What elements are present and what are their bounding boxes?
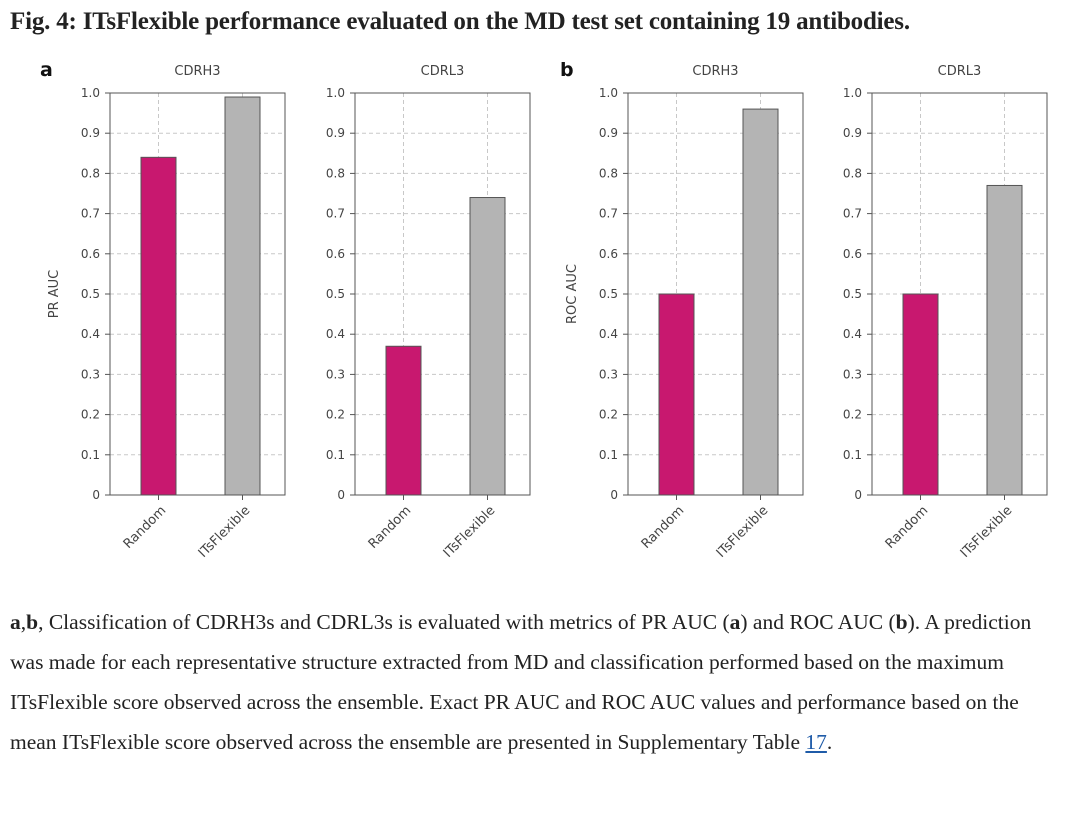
y-tick-label: 0.5 — [81, 287, 100, 301]
bar-itsflexible — [224, 96, 261, 496]
x-tick-label: Random — [639, 503, 688, 552]
bar-random — [385, 345, 422, 496]
y-tick-label: 0 — [92, 488, 100, 502]
y-tick-label: 1.0 — [843, 86, 862, 100]
y-tick-label: 0.1 — [843, 448, 862, 462]
y-tick-label: 0.7 — [599, 207, 618, 221]
y-tick-label: 0.6 — [326, 247, 345, 261]
y-tick-label: 0 — [854, 488, 862, 502]
plot-frame — [109, 92, 286, 496]
caption-text: ). A prediction was made for each repres… — [10, 610, 1032, 754]
panel-label-b: b — [560, 59, 574, 81]
y-tick-label: 0.5 — [843, 287, 862, 301]
y-tick-label: 0.4 — [599, 327, 618, 341]
y-tick-label: 0.9 — [599, 126, 618, 140]
y-tick-label: 0.3 — [326, 367, 345, 381]
caption-text: , — [20, 610, 27, 634]
x-tick-label: Random — [121, 503, 170, 552]
bar-itsflexible — [742, 108, 779, 496]
supplementary-table-link[interactable]: 17 — [805, 730, 827, 754]
x-tick-label: Random — [883, 503, 932, 552]
y-tick-label: 0.8 — [81, 166, 100, 180]
x-tick-label: Random — [366, 503, 415, 552]
caption-b: b — [26, 610, 39, 634]
plot-frame — [354, 92, 531, 496]
figure-charts: a b CDRH3 PR AUC 0 0.1 0.2 0.3 0.4 0.5 0.6 0.7 0.8 0.… — [40, 59, 1048, 561]
y-tick-label: 0.6 — [599, 247, 618, 261]
x-tick-label: ITsFlexible — [196, 503, 254, 561]
y-tick-label: 0.6 — [81, 247, 100, 261]
y-tick-label: 0.9 — [326, 126, 345, 140]
y-tick-label: 0.4 — [326, 327, 345, 341]
y-tick-label: 0.2 — [843, 408, 862, 422]
figure-caption: a,b, Classification of CDRH3s and CDRL3s… — [10, 602, 1070, 762]
y-tick-label: 0.7 — [81, 207, 100, 221]
chart-title: CDRL3 — [938, 64, 982, 79]
y-tick-label: 0.6 — [843, 247, 862, 261]
y-tick-label: 0.3 — [599, 367, 618, 381]
y-tick-label: 0.2 — [599, 408, 618, 422]
bar-random — [902, 293, 939, 496]
y-tick-label: 0.7 — [326, 207, 345, 221]
y-tick-label: 0.1 — [326, 448, 345, 462]
y-tick-label: 0.8 — [599, 166, 618, 180]
caption-text: , Classification of CDRH3s and CDRL3s is… — [38, 610, 730, 634]
y-tick-label: 0.9 — [843, 126, 862, 140]
chart-title: CDRH3 — [174, 64, 220, 79]
y-tick-label: 0 — [337, 488, 345, 502]
caption-text: ) and ROC AUC ( — [740, 610, 896, 634]
plot-frame — [871, 92, 1048, 496]
y-axis-label: ROC AUC — [565, 264, 580, 324]
y-tick-label: 0.9 — [81, 126, 100, 140]
bar-random — [658, 293, 695, 496]
y-tick-label: 0.4 — [81, 327, 100, 341]
y-tick-label: 0.1 — [81, 448, 100, 462]
y-tick-label: 0.8 — [326, 166, 345, 180]
y-tick-label: 0.2 — [326, 408, 345, 422]
y-tick-label: 0.7 — [843, 207, 862, 221]
caption-b-ref: b — [895, 610, 908, 634]
y-tick-label: 0.3 — [81, 367, 100, 381]
bar-itsflexible — [986, 184, 1023, 496]
caption-text: . — [826, 730, 833, 754]
y-tick-label: 0.5 — [326, 287, 345, 301]
caption-a: a — [10, 610, 21, 634]
bar-itsflexible — [469, 197, 506, 496]
figure-title: Fig. 4: ITsFlexible performance evaluate… — [10, 8, 910, 35]
y-tick-label: 1.0 — [81, 86, 100, 100]
y-tick-label: 0.8 — [843, 166, 862, 180]
chart-title: CDRH3 — [692, 64, 738, 79]
x-tick-label: ITsFlexible — [958, 503, 1016, 561]
bar-random — [140, 156, 177, 496]
y-tick-label: 0.1 — [599, 448, 618, 462]
chart-title: CDRL3 — [421, 64, 465, 79]
plot-frame — [627, 92, 804, 496]
y-tick-label: 1.0 — [326, 86, 345, 100]
y-tick-label: 0.4 — [843, 327, 862, 341]
y-tick-label: 1.0 — [599, 86, 618, 100]
x-tick-label: ITsFlexible — [441, 503, 499, 561]
caption-a-ref: a — [729, 610, 741, 634]
y-tick-label: 0.3 — [843, 367, 862, 381]
y-axis-label: PR AUC — [47, 270, 62, 319]
y-tick-label: 0.5 — [599, 287, 618, 301]
y-tick-label: 0.2 — [81, 408, 100, 422]
panel-label-a: a — [40, 59, 53, 81]
y-tick-label: 0 — [610, 488, 618, 502]
x-tick-label: ITsFlexible — [714, 503, 772, 561]
